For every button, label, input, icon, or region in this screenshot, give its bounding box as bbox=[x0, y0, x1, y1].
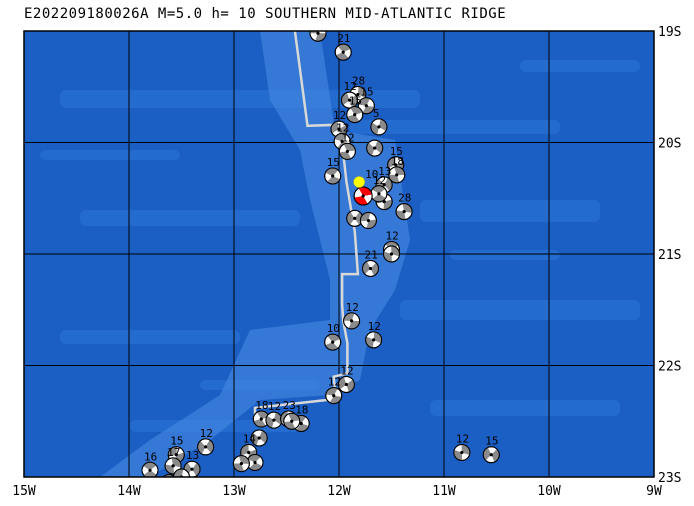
event-beachball[interactable] bbox=[265, 411, 283, 429]
event-beachball[interactable] bbox=[252, 410, 270, 428]
event-depth-label: 12 bbox=[386, 230, 399, 243]
event-depth-label: 12 bbox=[336, 121, 349, 134]
main-event-beachball[interactable] bbox=[353, 186, 373, 206]
event-beachball[interactable] bbox=[395, 203, 413, 221]
event-depth-label: 12 bbox=[456, 432, 469, 445]
event-depth-label: 21 bbox=[337, 32, 350, 45]
event-beachball[interactable] bbox=[232, 455, 250, 473]
bathymetry-band bbox=[450, 250, 560, 260]
event-depth-label: 12 bbox=[340, 364, 353, 377]
event-depth-label: 15 bbox=[390, 145, 403, 158]
event-depth-label: 12 bbox=[368, 320, 381, 333]
event-depth-label: 18 bbox=[255, 399, 268, 412]
bathymetry-band bbox=[400, 300, 640, 320]
event-beachball[interactable] bbox=[283, 412, 301, 430]
x-tick-label: 9W bbox=[646, 484, 662, 499]
event-beachball[interactable] bbox=[343, 312, 361, 330]
event-beachball[interactable] bbox=[357, 97, 375, 115]
x-tick-label: 14W bbox=[117, 484, 141, 499]
event-beachball[interactable] bbox=[173, 468, 190, 485]
event-beachball[interactable] bbox=[338, 142, 356, 160]
event-beachball[interactable] bbox=[370, 185, 388, 203]
event-depth-label: 10 bbox=[327, 322, 340, 335]
event-depth-label: 15 bbox=[360, 86, 373, 99]
event-depth-label: 12 bbox=[373, 174, 386, 187]
event-depth-label: 15 bbox=[170, 435, 183, 448]
bathymetry-band bbox=[520, 60, 640, 72]
y-tick-label: 21S bbox=[658, 248, 681, 263]
event-beachball[interactable] bbox=[346, 106, 364, 124]
bathymetry-band bbox=[80, 210, 300, 226]
event-beachball[interactable] bbox=[325, 387, 343, 405]
event-depth-label: 12 bbox=[268, 400, 281, 413]
event-depth-label: 12 bbox=[200, 427, 213, 440]
event-depth-label: 28 bbox=[398, 192, 411, 205]
event-beachball[interactable] bbox=[362, 259, 379, 277]
main-event-depth-label: 10 bbox=[365, 168, 378, 181]
x-tick-label: 15W bbox=[12, 484, 36, 499]
event-beachball[interactable] bbox=[388, 166, 406, 184]
bathymetry-band bbox=[430, 400, 620, 416]
event-depth-label: 17 bbox=[167, 446, 180, 459]
event-depth-label: 15 bbox=[327, 156, 340, 169]
event-beachball[interactable] bbox=[141, 461, 159, 478]
bathymetry-texture bbox=[40, 60, 640, 432]
event-depth-label: 13 bbox=[378, 165, 391, 178]
event-depth-label: 14 bbox=[243, 432, 257, 445]
bathymetry-band bbox=[40, 150, 180, 160]
x-tick-label: 11W bbox=[432, 484, 456, 499]
bathymetry-band bbox=[350, 120, 560, 134]
event-beachball[interactable] bbox=[453, 443, 471, 461]
event-depth-label: 5 bbox=[373, 107, 380, 120]
event-beachball[interactable] bbox=[383, 245, 400, 263]
main-event-epicenter-marker bbox=[353, 176, 365, 188]
y-tick-label: 22S bbox=[658, 360, 681, 375]
bathymetry-band bbox=[60, 330, 240, 344]
event-beachball[interactable] bbox=[197, 438, 215, 456]
event-beachball[interactable] bbox=[370, 118, 388, 136]
event-beachball[interactable] bbox=[324, 167, 342, 185]
event-depth-label: 12 bbox=[328, 376, 341, 389]
map-title: E202209180026A M=5.0 h= 10 SOUTHERN MID-… bbox=[24, 6, 507, 22]
x-tick-label: 12W bbox=[327, 484, 351, 499]
event-beachball[interactable] bbox=[359, 212, 377, 230]
x-axis-labels: 15W 14W 13W 12W 11W 10W 9W bbox=[12, 484, 662, 499]
y-tick-label: 23S bbox=[658, 471, 681, 486]
event-beachball[interactable] bbox=[334, 43, 352, 61]
event-depth-label: 16 bbox=[144, 450, 157, 463]
event-beachball[interactable] bbox=[309, 25, 327, 42]
event-depth-label: 15 bbox=[349, 95, 362, 108]
event-beachball[interactable] bbox=[365, 331, 383, 349]
x-tick-label: 10W bbox=[537, 484, 561, 499]
event-beachball[interactable] bbox=[482, 446, 500, 464]
event-depth-label: 18 bbox=[295, 403, 308, 416]
x-tick-label: 13W bbox=[222, 484, 246, 499]
event-depth-label: 13 bbox=[186, 449, 199, 462]
event-depth-label: 28 bbox=[352, 75, 365, 88]
y-tick-label: 19S bbox=[658, 25, 681, 40]
event-depth-label: 23 bbox=[283, 399, 296, 412]
event-depth-label: 12 bbox=[344, 80, 357, 93]
event-depth-label: 12 bbox=[346, 301, 359, 314]
y-axis-labels: 19S 20S 21S 22S 23S bbox=[658, 25, 681, 486]
event-depth-label: 12 bbox=[333, 109, 346, 122]
event-beachball[interactable] bbox=[366, 139, 384, 157]
bathymetry-band bbox=[420, 200, 600, 222]
event-depth-label: 18 bbox=[391, 155, 404, 168]
y-tick-label: 20S bbox=[658, 137, 681, 152]
event-depth-label: 12 bbox=[341, 131, 354, 144]
event-depth-label: 21 bbox=[365, 248, 378, 261]
event-depth-label: 15 bbox=[485, 435, 498, 448]
event-beachball[interactable] bbox=[337, 375, 355, 393]
event-depth-label: 15 bbox=[312, 13, 325, 26]
event-beachball[interactable] bbox=[250, 429, 268, 447]
map-frame bbox=[23, 30, 655, 478]
event-beachball[interactable] bbox=[324, 333, 342, 351]
